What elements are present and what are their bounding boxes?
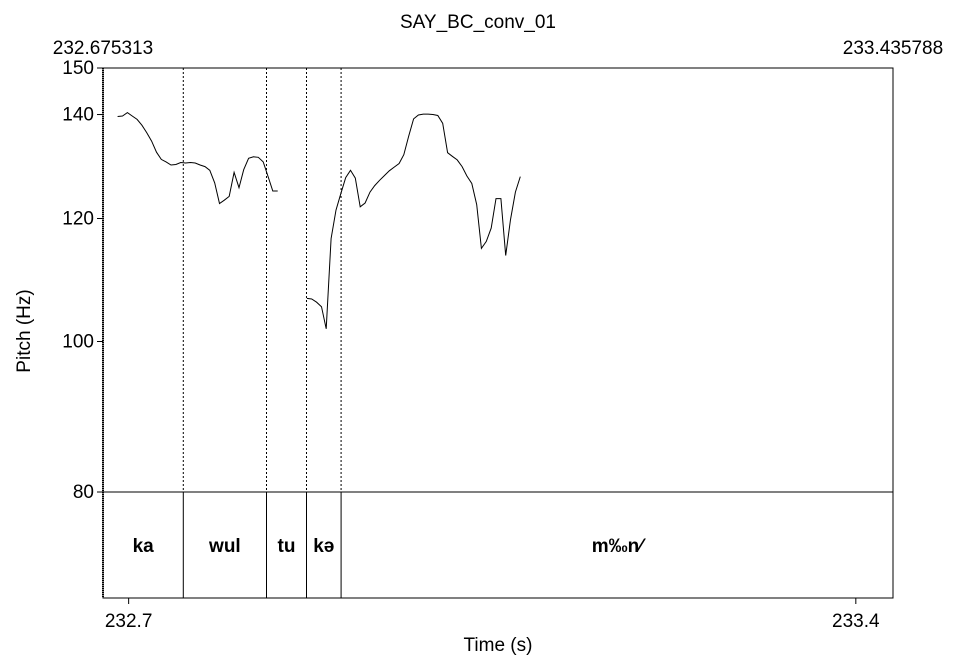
x-tick-label: 232.7 xyxy=(105,611,153,632)
chart-title: SAY_BC_conv_01 xyxy=(400,12,556,33)
y-tick-label: 80 xyxy=(73,482,94,503)
y-tick-label: 140 xyxy=(62,105,94,126)
top-left-time-label: 232.675313 xyxy=(53,38,153,59)
plot-frame xyxy=(102,67,894,599)
interval-boundaries xyxy=(182,68,342,598)
interval-label: kə xyxy=(313,536,334,557)
interval-label: ka xyxy=(133,536,155,557)
y-ticks: 150 140 120 100 80 xyxy=(62,58,103,503)
x-ticks: 232.7 233.4 xyxy=(105,598,880,632)
pitch-contour xyxy=(117,111,521,329)
interval-label: m‰n⁄ xyxy=(592,536,647,557)
top-right-time-label: 233.435788 xyxy=(843,38,943,59)
x-tick-label: 233.4 xyxy=(832,611,880,632)
pitch-line-segment xyxy=(117,111,278,205)
pitch-line-segment xyxy=(306,113,521,329)
interval-label: tu xyxy=(278,536,296,557)
y-axis-label: Pitch (Hz) xyxy=(14,289,35,372)
x-axis-label: Time (s) xyxy=(464,635,533,656)
interval-tier: ka wul tu kə m‰n⁄ xyxy=(133,536,647,557)
y-tick-label: 150 xyxy=(62,58,94,79)
y-tick-label: 100 xyxy=(62,331,94,352)
interval-label: wul xyxy=(208,536,241,557)
y-tick-label: 120 xyxy=(62,209,94,230)
